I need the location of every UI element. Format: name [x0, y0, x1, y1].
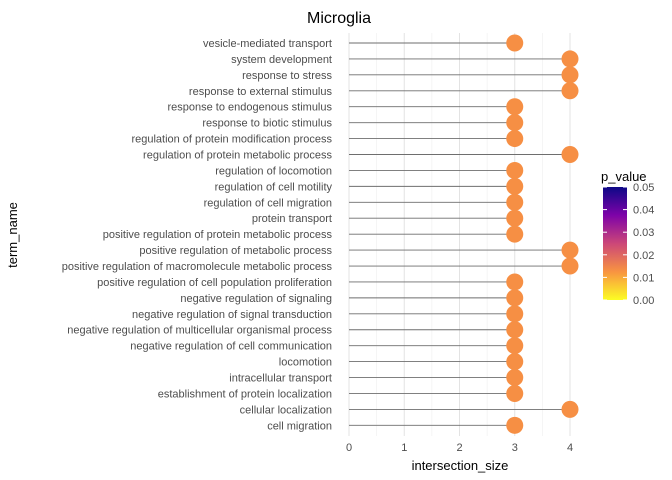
legend-tick-label: 0.05: [633, 182, 654, 194]
lollipop-point: [506, 353, 524, 371]
x-tick-label: 4: [567, 442, 573, 454]
lollipop-point: [506, 114, 524, 132]
y-tick-label: cellular localization: [240, 404, 332, 416]
lollipop-point: [561, 82, 579, 100]
legend-tick-labels: 0.00 0.01 0.02 0.03 0.04 0.05: [603, 182, 654, 307]
lollipop-point: [561, 241, 579, 259]
lollipop-point: [506, 337, 524, 355]
x-tick-label: 1: [401, 442, 407, 454]
y-tick-label: response to external stimulus: [189, 86, 333, 98]
x-tick-label: 0: [346, 442, 352, 454]
x-tick-label: 2: [456, 442, 462, 454]
y-tick-label: negative regulation of cell communicatio…: [130, 341, 332, 353]
y-tick-label: regulation of protein metabolic process: [143, 150, 332, 162]
lollipop-point: [506, 321, 524, 339]
y-tick-labels: vesicle-mediated transport system develop…: [62, 38, 333, 432]
lollipop-point: [506, 305, 524, 323]
lollipop-point: [506, 177, 524, 195]
legend-tick-label: 0.03: [633, 227, 654, 239]
lollipop-point: [506, 416, 524, 434]
lollipop-point: [506, 273, 524, 291]
lollipop-point: [506, 289, 524, 307]
y-tick-label: vesicle-mediated transport: [203, 38, 332, 50]
y-tick-label: positive regulation of cell population p…: [97, 277, 332, 289]
legend-title: p_value: [601, 169, 647, 184]
y-tick-label: regulation of locomotion: [215, 165, 332, 177]
chart-title: Microglia: [307, 10, 371, 27]
legend-tick-label: 0.04: [633, 205, 654, 217]
y-tick-label: negative regulation of multicellular org…: [67, 325, 332, 337]
y-tick-label: system development: [231, 54, 332, 66]
legend-tick-label: 0.01: [633, 272, 654, 284]
lollipop-point: [561, 400, 579, 418]
lollipop-point: [506, 161, 524, 179]
legend: p_value 0.00 0.01 0.02 0.03 0.04 0.05: [601, 169, 654, 307]
points: [506, 34, 579, 434]
lollipop-point: [561, 66, 579, 84]
legend-tick-label: 0.02: [633, 250, 654, 262]
lollipop-point: [561, 257, 579, 275]
x-axis-label: intersection_size: [412, 458, 509, 473]
y-tick-label: regulation of cell motility: [215, 181, 333, 193]
lollipop-point: [506, 193, 524, 211]
x-tick-labels: 0 1 2 3 4: [346, 442, 573, 454]
legend-tick-label: 0.00: [633, 295, 654, 307]
lollipop-point: [506, 34, 524, 52]
lollipop-point: [561, 146, 579, 164]
lollipop-point: [506, 130, 524, 148]
y-tick-label: establishment of protein localization: [158, 388, 332, 400]
lollipop-point: [506, 225, 524, 243]
y-tick-label: locomotion: [279, 357, 332, 369]
y-tick-label: response to stress: [242, 70, 332, 82]
y-tick-label: regulation of cell migration: [204, 197, 332, 209]
legend-colorbar: [603, 187, 627, 300]
y-tick-label: protein transport: [252, 213, 332, 225]
y-tick-label: intracellular transport: [229, 373, 332, 385]
y-tick-label: regulation of protein modification proce…: [131, 134, 332, 146]
stems: [349, 42, 570, 426]
y-tick-label: positive regulation of protein metabolic…: [103, 229, 333, 241]
y-tick-label: positive regulation of macromolecule met…: [62, 261, 333, 273]
lollipop-point: [506, 98, 524, 116]
y-tick-label: response to biotic stimulus: [202, 118, 332, 130]
y-tick-label: response to endogenous stimulus: [168, 102, 333, 114]
lollipop-point: [506, 369, 524, 387]
lollipop-point: [506, 384, 524, 402]
y-tick-label: negative regulation of signal transducti…: [132, 309, 332, 321]
y-tick-label: positive regulation of metabolic process: [139, 245, 332, 257]
y-tick-label: negative regulation of signaling: [180, 293, 332, 305]
lollipop-point: [506, 209, 524, 227]
y-tick-label: cell migration: [267, 420, 332, 432]
x-tick-label: 3: [512, 442, 518, 454]
y-axis-label: term_name: [5, 202, 20, 268]
lollipop-point: [561, 50, 579, 68]
